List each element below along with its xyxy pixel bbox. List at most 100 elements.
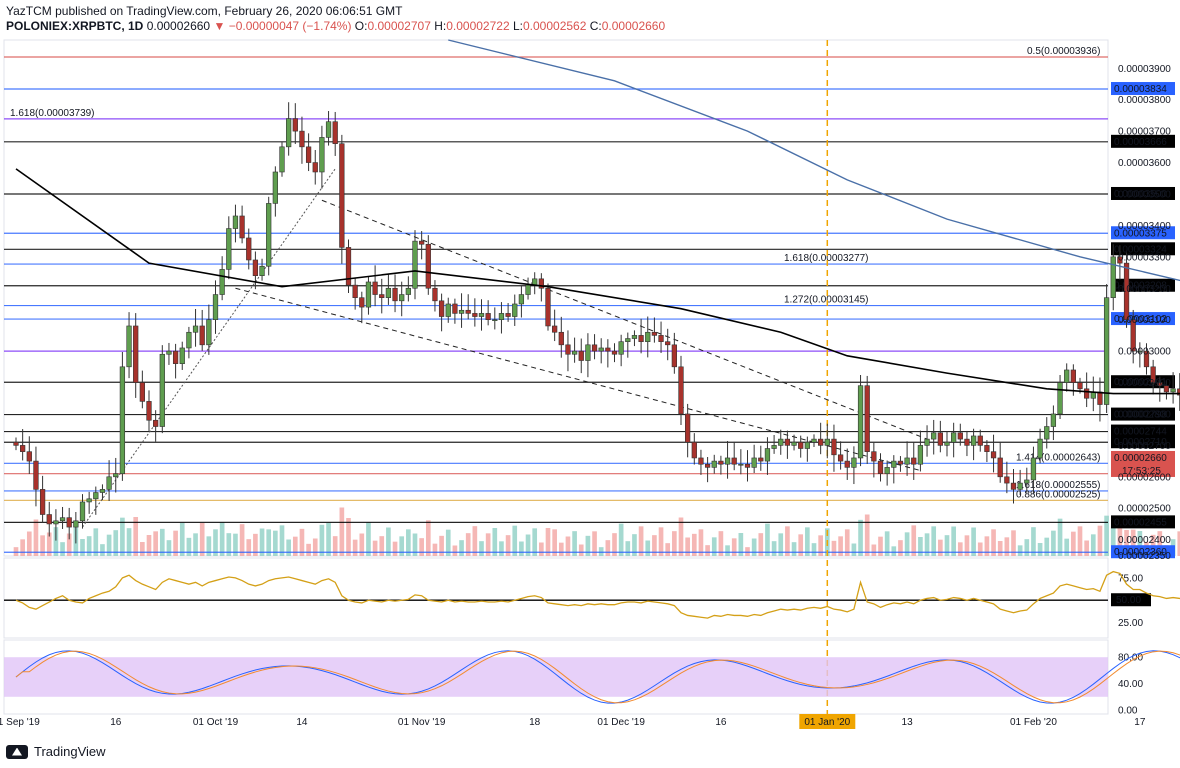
rsi-pane[interactable] [3, 557, 1109, 639]
candle-body [212, 294, 219, 320]
volume-bar [1037, 543, 1043, 556]
candle-body [658, 335, 664, 342]
ohlc-line: POLONIEX:XRPBTC, 1D 0.00002660 ▼ −0.0000… [6, 19, 665, 34]
candle-body [917, 445, 924, 465]
price-tick-label: 0.00002600 [1118, 472, 1171, 483]
candle-body [166, 350, 172, 355]
volume-bar [645, 540, 651, 556]
candle-body [811, 438, 817, 443]
price-tick-label: 0.00003900 [1118, 64, 1171, 75]
candle-body [718, 460, 724, 465]
price-tick-label: 0.00003600 [1118, 158, 1171, 169]
volume-bar [625, 541, 631, 556]
candle-body [199, 325, 205, 346]
candle-body [851, 457, 857, 468]
candle-body [119, 366, 126, 474]
date-tick-label: 16 [715, 717, 727, 728]
volume-bar [326, 522, 331, 556]
price-axis-badge-label: 0.00002798 [1114, 410, 1167, 421]
candle-body [625, 338, 631, 342]
volume-bar [312, 538, 318, 556]
volume-bar [977, 542, 983, 556]
candle-body [964, 438, 970, 446]
candle-body [1017, 482, 1023, 490]
volume-bar [33, 519, 39, 556]
candle-body [891, 460, 897, 468]
candle-body [598, 347, 604, 352]
stoch-tick-label: 40.00 [1118, 679, 1143, 690]
close-value: 0.00002660 [601, 19, 666, 33]
volume-bar [505, 535, 511, 556]
candle-body [465, 309, 471, 314]
volume-bar [319, 524, 325, 556]
price-tick-label: 0.00003000 [1118, 347, 1171, 358]
candle-body [1117, 256, 1123, 264]
fib-level-label: 1.618(0.00002555) [1016, 480, 1101, 491]
volume-bar [1124, 530, 1129, 556]
volume-bar [425, 520, 431, 556]
price-tick-label: 0.00003500 [1118, 189, 1171, 200]
candle-body [1024, 479, 1030, 484]
volume-bar [539, 542, 544, 556]
fib-level-label: 1.272(0.00003145) [784, 295, 869, 306]
volume-bar [352, 539, 358, 556]
candle-body [1077, 382, 1083, 390]
candle-body [571, 350, 578, 355]
candle-body [1157, 382, 1163, 386]
volume-bar [445, 529, 451, 556]
candle-body [352, 284, 358, 298]
candle-body [751, 457, 757, 468]
candle-body [744, 463, 751, 468]
volume-bar [499, 541, 504, 556]
candle-body [798, 441, 804, 449]
volume-bar [173, 530, 178, 556]
candle-body [724, 457, 731, 465]
candle-body [46, 514, 52, 525]
volume-bar [898, 540, 903, 556]
date-tick-label: 16 [110, 717, 122, 728]
volume-bar [126, 528, 132, 556]
candle-body [1044, 426, 1050, 440]
main-pane[interactable] [3, 39, 1109, 557]
candle-body [26, 451, 32, 462]
volume-bar [711, 537, 717, 556]
volume-bar [1110, 526, 1116, 556]
candle-body [432, 287, 438, 302]
date-tick-label: 17 [1134, 717, 1146, 728]
candle-body [1123, 262, 1130, 320]
candle-body [266, 203, 272, 267]
volume-bar [632, 534, 637, 556]
tradingview-footer[interactable]: TradingView [6, 744, 106, 759]
price-change: −0.00000047 (−1.74%) [228, 19, 352, 33]
volume-bar [578, 544, 584, 556]
candle-body [1004, 476, 1010, 484]
volume-bar [366, 522, 371, 556]
publisher-line: YazTCM published on TradingView.com, Feb… [6, 4, 403, 18]
fib-level-label: 0.5(0.00003936) [1027, 46, 1100, 57]
volume-bar [100, 544, 105, 556]
volume-bar [1157, 531, 1163, 556]
candle-body [305, 146, 312, 163]
candle-body [591, 344, 598, 352]
candle-body [758, 457, 764, 462]
volume-bar [851, 543, 857, 556]
volume-bar [1017, 545, 1023, 556]
volume-bar [864, 514, 870, 556]
volume-bar [66, 533, 72, 556]
volume-bar [738, 533, 744, 556]
candle-body [299, 130, 305, 148]
volume-bar [412, 533, 418, 556]
candle-body [857, 385, 864, 459]
price-tick-label: 0.00003200 [1118, 284, 1171, 295]
volume-bar [146, 535, 152, 556]
candle-body [611, 350, 618, 355]
volume-bar [585, 535, 591, 556]
candle-body [1010, 482, 1017, 490]
volume-bar [938, 539, 943, 556]
volume-bar [771, 541, 777, 556]
volume-bar [891, 546, 897, 556]
candle-body [1163, 385, 1170, 393]
volume-bar [46, 532, 52, 556]
volume-bar [133, 517, 139, 556]
